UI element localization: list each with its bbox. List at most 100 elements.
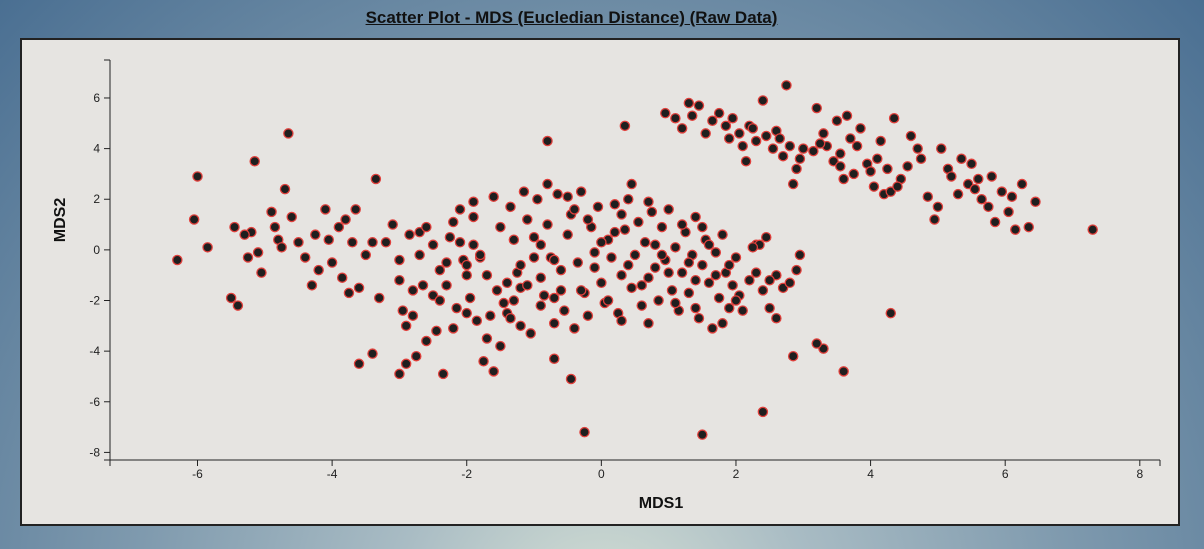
data-point bbox=[495, 221, 506, 233]
data-point bbox=[279, 183, 291, 195]
data-point bbox=[474, 249, 486, 261]
data-point bbox=[670, 112, 681, 124]
data-point bbox=[774, 133, 785, 144]
data-point bbox=[397, 305, 409, 316]
data-point bbox=[461, 269, 472, 281]
data-point bbox=[575, 285, 587, 296]
data-point bbox=[912, 143, 923, 154]
data-point bbox=[299, 252, 311, 263]
data-point bbox=[841, 110, 853, 121]
chart-title: Scatter Plot - MDS (Eucledian Distance) … bbox=[365, 8, 778, 27]
data-point bbox=[336, 272, 348, 283]
data-point bbox=[310, 229, 321, 240]
data-point bbox=[983, 201, 994, 213]
data-point bbox=[713, 107, 725, 119]
data-point bbox=[636, 280, 647, 291]
x-tick-label: 8 bbox=[1136, 467, 1143, 481]
data-point bbox=[757, 406, 769, 418]
data-point bbox=[616, 209, 627, 220]
data-point bbox=[522, 214, 533, 225]
data-point bbox=[283, 128, 294, 139]
data-point bbox=[434, 264, 446, 276]
x-tick-label: 2 bbox=[733, 467, 740, 481]
data-point bbox=[676, 219, 688, 230]
data-point bbox=[757, 285, 769, 296]
data-point bbox=[266, 206, 277, 218]
data-point bbox=[777, 150, 789, 162]
data-point bbox=[649, 262, 661, 273]
data-point bbox=[562, 229, 573, 240]
y-tick-label: -4 bbox=[89, 344, 100, 358]
data-point bbox=[579, 426, 590, 438]
data-point bbox=[649, 239, 661, 251]
data-point bbox=[229, 221, 240, 233]
data-point bbox=[202, 242, 213, 253]
data-point bbox=[838, 366, 849, 377]
data-point bbox=[323, 234, 334, 245]
data-point bbox=[609, 199, 621, 210]
data-point bbox=[683, 97, 695, 109]
data-point bbox=[485, 310, 496, 321]
data-point bbox=[750, 135, 762, 147]
data-point bbox=[431, 325, 442, 337]
data-point bbox=[451, 302, 462, 314]
data-point bbox=[737, 140, 748, 152]
data-point bbox=[713, 292, 725, 304]
data-point bbox=[353, 358, 365, 370]
data-point bbox=[172, 254, 183, 266]
data-point bbox=[488, 191, 499, 202]
data-point bbox=[444, 231, 456, 243]
data-point bbox=[905, 130, 917, 142]
data-point bbox=[616, 269, 627, 281]
data-point bbox=[468, 196, 479, 208]
data-point bbox=[730, 295, 742, 306]
data-point bbox=[592, 201, 604, 213]
data-point bbox=[225, 292, 237, 304]
data-point bbox=[589, 247, 600, 258]
data-point bbox=[575, 186, 587, 197]
data-point bbox=[367, 237, 378, 248]
data-point bbox=[404, 229, 415, 240]
data-point bbox=[1030, 196, 1041, 208]
data-point bbox=[656, 221, 668, 233]
data-point bbox=[882, 163, 893, 175]
data-point bbox=[491, 285, 503, 296]
data-point bbox=[670, 297, 681, 309]
data-point bbox=[956, 153, 967, 164]
data-point bbox=[653, 295, 664, 306]
data-point bbox=[784, 277, 796, 289]
data-point bbox=[683, 257, 695, 268]
data-point bbox=[370, 173, 382, 185]
data-point bbox=[626, 282, 637, 294]
data-point bbox=[932, 201, 944, 213]
data-point bbox=[1010, 224, 1021, 235]
data-point bbox=[373, 292, 385, 304]
data-point bbox=[697, 259, 708, 271]
x-tick-label: -2 bbox=[461, 467, 472, 481]
data-point bbox=[676, 267, 688, 278]
data-point bbox=[643, 196, 654, 208]
data-point bbox=[276, 242, 287, 253]
data-point bbox=[535, 272, 547, 283]
data-point bbox=[1006, 191, 1018, 202]
data-point bbox=[875, 135, 886, 147]
data-point bbox=[242, 252, 254, 263]
x-tick-label: 0 bbox=[598, 467, 605, 481]
data-point bbox=[707, 115, 718, 127]
data-point bbox=[851, 140, 863, 152]
data-point bbox=[548, 254, 560, 266]
data-point bbox=[929, 214, 940, 225]
data-point bbox=[559, 305, 570, 316]
data-point bbox=[421, 221, 432, 233]
data-point bbox=[703, 277, 715, 289]
data-point bbox=[892, 181, 903, 192]
data-point bbox=[552, 188, 563, 200]
data-point bbox=[646, 206, 658, 218]
data-point bbox=[845, 133, 856, 144]
data-point bbox=[626, 178, 637, 190]
data-point bbox=[421, 335, 432, 347]
plot-panel: -8 -6 -4 -2 0 2 4 6 -6 -4 -2 0 2 4 6 8 MDS1 MDS2 bbox=[20, 38, 1180, 526]
data-point bbox=[488, 366, 499, 377]
data-point bbox=[448, 323, 459, 334]
data-point bbox=[252, 247, 264, 258]
